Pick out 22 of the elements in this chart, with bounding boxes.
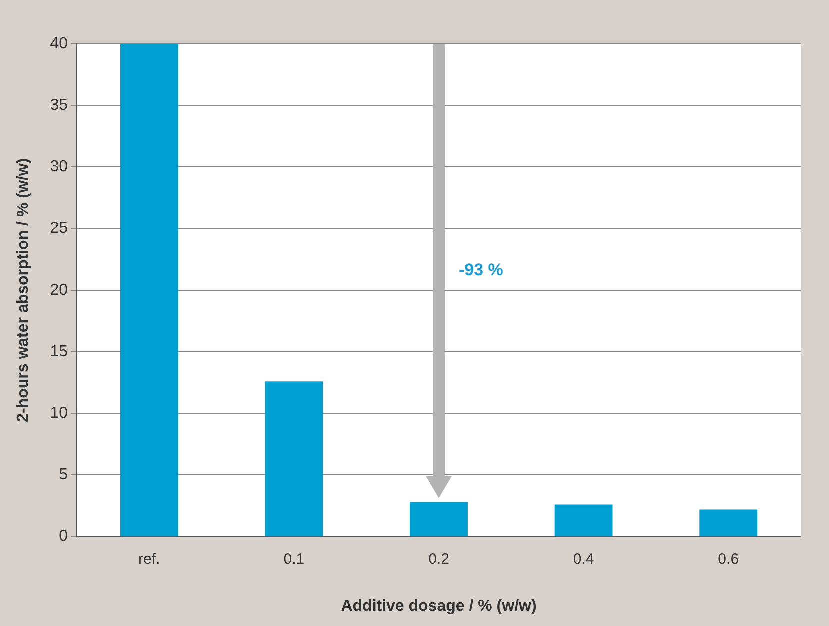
- annotation: -93 %: [459, 260, 504, 280]
- y-tick-label: 35: [50, 97, 68, 114]
- x-tick-label: 0.1: [284, 550, 305, 568]
- y-tick-label: 10: [50, 405, 68, 422]
- y-tick-label: 5: [59, 466, 68, 484]
- x-axis-title: Additive dosage / % (w/w): [341, 598, 537, 615]
- y-axis-title: 2-hours water absorption / % (w/w): [15, 158, 32, 422]
- y-tick-label: 40: [50, 35, 68, 52]
- x-tick-label: 0.4: [573, 550, 594, 568]
- x-tick-label: 0.6: [718, 550, 740, 568]
- y-tick-label: 0: [59, 528, 68, 546]
- bar: [265, 382, 324, 536]
- x-tick-label: 0.2: [428, 550, 450, 568]
- y-tick-label: 20: [50, 282, 68, 299]
- bar: [700, 510, 758, 536]
- bar: [120, 44, 178, 536]
- y-tick-label: 30: [50, 158, 68, 176]
- bar: [410, 502, 468, 536]
- y-tick-label: 25: [50, 220, 68, 238]
- x-tick-label: ref.: [138, 550, 160, 568]
- y-tick-label: 15: [50, 343, 68, 360]
- bar: [554, 504, 613, 536]
